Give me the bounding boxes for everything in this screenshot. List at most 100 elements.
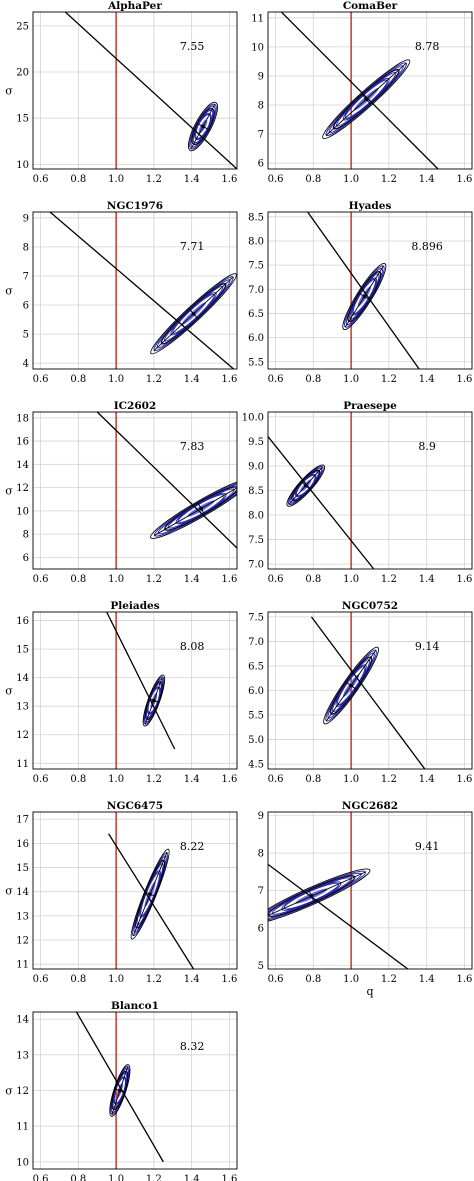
x-tick-label: 0.8 — [305, 774, 321, 785]
best-fit-point — [349, 683, 353, 688]
x-tick-label: 0.8 — [305, 974, 321, 985]
panel-praesepe: 0.6 0.8 1.0 1.2 1.4 1.6 7.0 7.5 8.0 8.5 9.0 9.5 10.0… — [242, 400, 473, 585]
plot-area — [268, 812, 409, 969]
x-tick-label: 1.4 — [184, 774, 200, 785]
y-tick-label: 6.5 — [248, 309, 264, 320]
y-tick-label: 6.0 — [248, 686, 264, 697]
x-tick-label: 1.0 — [108, 974, 124, 985]
x-tick-label: 1.0 — [108, 1174, 124, 1181]
y-tick-label: 6 — [258, 923, 264, 934]
degeneracy-line — [268, 436, 375, 569]
best-fit-point — [364, 97, 369, 102]
x-tick-label: 1.6 — [456, 574, 472, 585]
x-tick-label: 1.4 — [184, 974, 200, 985]
x-tick-label: 0.6 — [33, 974, 49, 985]
age-annotation: 9.14 — [415, 640, 440, 653]
x-tick-label: 1.0 — [108, 374, 124, 385]
age-annotation: 7.83 — [180, 440, 205, 453]
x-tick-label: 1.4 — [419, 774, 435, 785]
y-tick-label: 8 — [23, 242, 29, 253]
ellipse-black-outer — [322, 59, 411, 140]
x-tick-label: 1.0 — [343, 974, 359, 985]
y-axis-label: σ — [5, 85, 13, 98]
y-tick-label: 5.5 — [248, 357, 264, 368]
best-fit-point — [309, 894, 314, 898]
ellipse-black-outer — [188, 101, 218, 152]
y-tick-label: 25 — [16, 21, 29, 32]
degeneracy-line — [64, 12, 237, 169]
confidence-ellipses — [268, 868, 371, 924]
y-tick-label: 10 — [16, 506, 29, 517]
y-tick-label: 9.0 — [248, 461, 264, 472]
best-fit-point — [148, 892, 152, 896]
panel-alphaper: 0.6 0.8 1.0 1.2 1.4 1.6 10 15 20 25 AlphaPer 7.55 σ — [5, 0, 238, 185]
y-tick-label: 7.5 — [248, 612, 264, 623]
x-tick-label: 0.6 — [33, 374, 49, 385]
y-tick-label: 6 — [258, 159, 264, 170]
y-tick-label: 7.0 — [248, 285, 264, 296]
age-annotation: 8.32 — [180, 1040, 205, 1053]
degeneracy-line — [108, 833, 195, 969]
x-tick-label: 0.8 — [70, 174, 86, 185]
plot-area — [108, 812, 195, 969]
y-tick-label: 13 — [16, 1050, 29, 1061]
y-tick-label: 8.5 — [248, 486, 264, 497]
x-tick-label: 1.0 — [108, 174, 124, 185]
x-tick-label: 1.6 — [456, 774, 472, 785]
age-annotation: 8.22 — [180, 840, 205, 853]
plot-area — [64, 12, 237, 169]
panel-frame — [32, 611, 238, 770]
panel-title: Blanco1 — [111, 1000, 159, 1012]
x-tick-label: 1.6 — [221, 974, 237, 985]
y-tick-label: 8 — [23, 530, 29, 541]
x-tick-label: 1.4 — [419, 574, 435, 585]
x-tick-label: 1.4 — [184, 374, 200, 385]
panel-title: Praesepe — [343, 400, 397, 412]
panel-frame — [32, 11, 238, 170]
y-tick-label: 5 — [258, 961, 264, 972]
y-tick-label: 15 — [16, 863, 29, 874]
x-tick-label: 1.2 — [146, 374, 162, 385]
y-tick-label: 7 — [258, 886, 264, 897]
y-tick-label: 8.0 — [248, 236, 264, 247]
y-tick-label: 10 — [16, 160, 29, 171]
x-tick-label: 0.8 — [305, 574, 321, 585]
x-tick-label: 1.4 — [184, 1174, 200, 1181]
x-tick-label: 1.0 — [343, 374, 359, 385]
x-tick-label: 0.8 — [70, 1174, 86, 1181]
age-annotation: 8.9 — [418, 440, 436, 453]
y-axis-label: σ — [5, 1085, 13, 1098]
degeneracy-line — [96, 412, 237, 549]
y-tick-label: 18 — [16, 413, 29, 424]
age-annotation: 7.71 — [180, 240, 205, 253]
y-tick-label: 7.5 — [248, 535, 264, 546]
best-fit-point — [118, 1088, 122, 1093]
panel-title: NGC6475 — [107, 800, 163, 812]
ellipse-black-outer — [150, 478, 237, 539]
panel-ngc1976: 0.6 0.8 1.0 1.2 1.4 1.6 4 5 6 7 8 9 NGC1976 7.71 σ — [5, 200, 238, 385]
panel-blanco1: 0.6 0.8 1.0 1.2 1.4 1.6 10 11 12 13 14 Blanco1 8.32 σ… — [5, 1000, 238, 1181]
x-tick-label: 0.8 — [70, 574, 86, 585]
degeneracy-line — [106, 612, 176, 750]
x-tick-label: 0.8 — [70, 774, 86, 785]
y-axis-label: σ — [5, 485, 13, 498]
panel-ngc6475: 0.6 0.8 1.0 1.2 1.4 1.6 11 12 13 14 15 16 17 NGC6475 8… — [5, 800, 238, 985]
x-axis-label: q — [366, 985, 373, 998]
degeneracy-line — [268, 863, 409, 969]
y-tick-label: 9.5 — [248, 437, 264, 448]
y-tick-label: 11 — [16, 960, 29, 971]
x-tick-label: 1.2 — [146, 574, 162, 585]
y-tick-label: 6.0 — [248, 333, 264, 344]
best-fit-point — [152, 698, 156, 703]
panel-title: Hyades — [349, 200, 392, 212]
ellipse-black-outer — [323, 646, 379, 725]
panel-pleiades: 0.6 0.8 1.0 1.2 1.4 1.6 11 12 13 14 15 16 Pleiades 8.… — [5, 600, 238, 785]
y-tick-label: 16 — [16, 616, 29, 627]
y-tick-label: 8.0 — [248, 511, 264, 522]
x-tick-label: 1.6 — [221, 774, 237, 785]
y-tick-label: 15 — [16, 114, 29, 125]
ellipse-black-outer — [109, 1064, 131, 1117]
y-tick-label: 6.5 — [248, 661, 264, 672]
y-tick-label: 8 — [258, 101, 264, 112]
